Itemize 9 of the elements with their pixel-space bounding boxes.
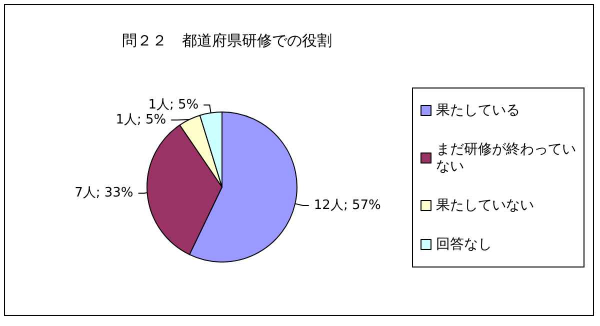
legend-label: 果たしていない xyxy=(436,198,534,214)
data-label: 12人; 57% xyxy=(314,198,381,213)
chart-title: 問２２ 都道府県研修での役割 xyxy=(122,32,332,50)
legend-label: 回答なし xyxy=(436,236,492,252)
legend-label: まだ研修が終わっていない xyxy=(436,142,576,174)
legend-label: 果たしている xyxy=(436,102,520,118)
data-label: 1人; 5% xyxy=(116,112,166,128)
data-label: 1人; 5% xyxy=(148,97,199,112)
data-label: 7人; 33% xyxy=(74,186,134,201)
